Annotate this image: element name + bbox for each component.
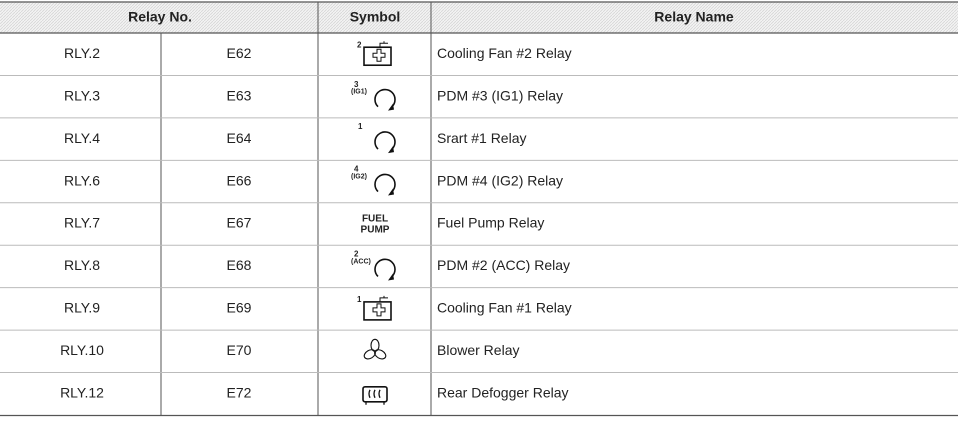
- relay-name: Blower Relay: [437, 342, 519, 358]
- relay-name: PDM #4 (IG2) Relay: [437, 172, 563, 188]
- relay-icon: [388, 273, 394, 281]
- relay-name: Srart #1 Relay: [437, 130, 526, 146]
- symbol-label: 1: [358, 122, 363, 131]
- symbol-label: 4: [354, 165, 359, 174]
- symbol-label: 2: [354, 250, 359, 259]
- fan-icon: [363, 349, 376, 360]
- header-cell: Symbol: [350, 9, 401, 25]
- relay-no: RLY.4: [64, 130, 100, 146]
- symbol-label: PUMP: [361, 225, 390, 236]
- relay-icon: [374, 88, 396, 108]
- defog-icon: [365, 389, 385, 405]
- relay-icon: [379, 295, 388, 302]
- relay-icon: [372, 48, 386, 62]
- symbol-label: FUEL: [362, 214, 388, 225]
- relay-no: RLY.6: [64, 172, 100, 188]
- symbol-label: 1: [357, 295, 362, 304]
- relay-name: Rear Defogger Relay: [437, 384, 569, 400]
- connector: E64: [227, 130, 252, 146]
- connector: E62: [227, 45, 252, 61]
- connector: E63: [227, 87, 252, 103]
- symbol-label: (IG2): [351, 173, 367, 180]
- relay-icon: [388, 103, 394, 111]
- connector: E66: [227, 172, 252, 188]
- header-bg: [0, 2, 958, 33]
- relay-name: PDM #3 (IG1) Relay: [437, 87, 563, 103]
- relay-name: Fuel Pump Relay: [437, 215, 544, 231]
- relay-icon: [374, 173, 396, 193]
- relay-icon: [374, 258, 396, 278]
- relay-icon: [379, 41, 388, 48]
- symbol-label: (ACC): [351, 258, 371, 265]
- connector: E69: [227, 300, 252, 316]
- relay-icon: [372, 303, 386, 317]
- relay-icon: [363, 301, 392, 321]
- connector: E67: [227, 215, 252, 231]
- relay-no: RLY.10: [60, 342, 104, 358]
- relay-no: RLY.12: [60, 384, 104, 400]
- relay-no: RLY.3: [64, 87, 100, 103]
- relay-no: RLY.8: [64, 257, 100, 273]
- relay-name: Cooling Fan #2 Relay: [437, 45, 572, 61]
- relay-icon: [363, 46, 392, 67]
- relay-icon: [374, 131, 396, 150]
- relay-name: PDM #2 (ACC) Relay: [437, 257, 570, 273]
- relay-no: RLY.9: [64, 300, 100, 316]
- connector: E70: [227, 342, 252, 358]
- symbol-label: (IG1): [351, 89, 367, 96]
- relay-icon: [388, 146, 394, 154]
- connector: E68: [227, 257, 252, 273]
- symbol-label: 3: [354, 80, 359, 89]
- relay-no: RLY.2: [64, 45, 100, 61]
- header-cell: Relay No.: [128, 9, 192, 25]
- relay-name: Cooling Fan #1 Relay: [437, 300, 572, 316]
- header-cell: Relay Name: [654, 9, 734, 25]
- relay-icon: [388, 188, 394, 196]
- defog-icon: [362, 385, 388, 403]
- relay-no: RLY.7: [64, 215, 100, 231]
- symbol-label: 2: [357, 40, 362, 49]
- connector: E72: [227, 384, 252, 400]
